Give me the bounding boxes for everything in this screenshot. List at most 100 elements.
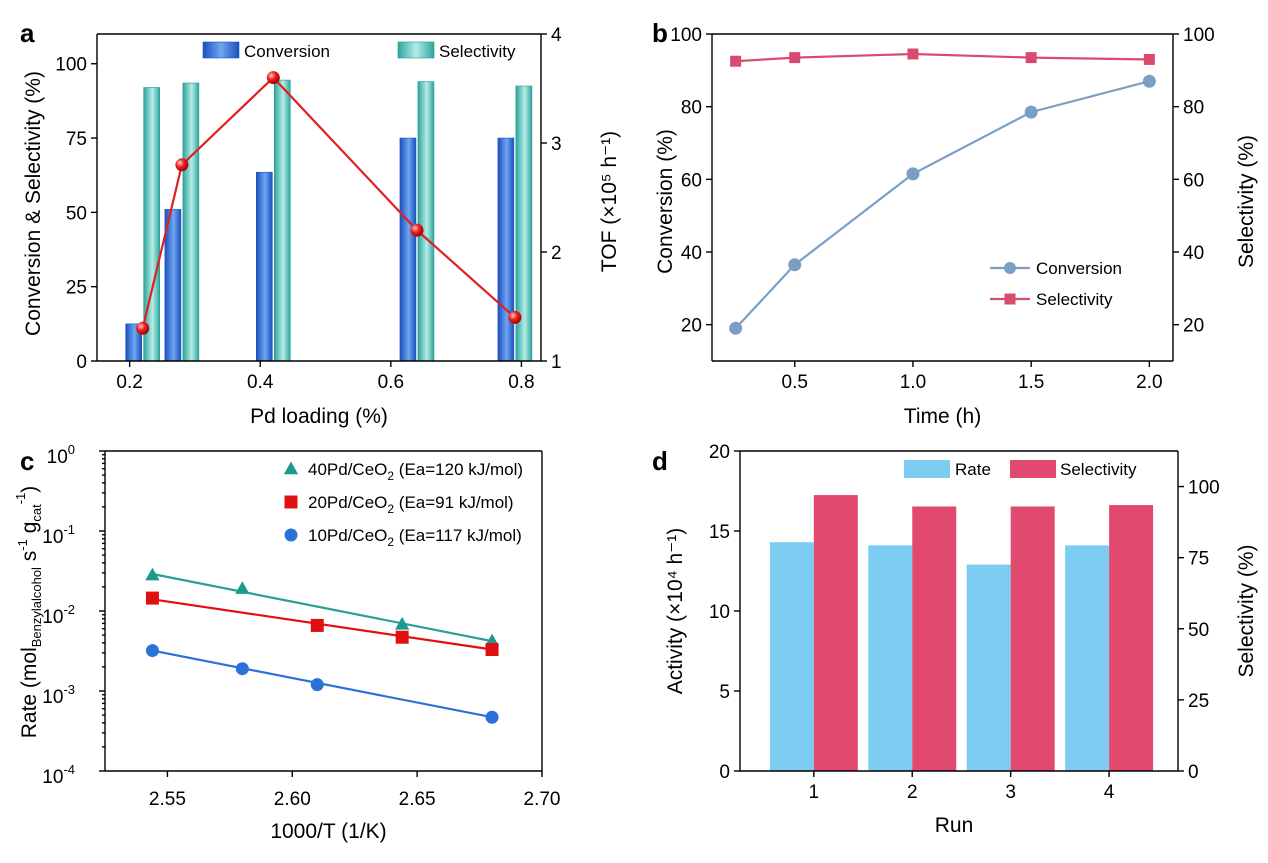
conversion-point [788,258,802,272]
y2-axis-title: Selectivity (%) [1235,135,1258,268]
panel-letter: b [652,18,668,48]
y-axis-title: Conversion (%) [654,129,677,274]
x-tick-label: 2.0 [1136,372,1162,393]
x-tick-label: 0.5 [782,372,808,393]
y-tick-label: 20 [709,442,730,463]
tick-base: 10 [42,767,63,788]
panel-b: b 0.5 1.0 1.5 2.0 20 20 40 40 60 60 80 80 100 100 Time … [652,18,1258,428]
x-axis-title: 1000/T (1/K) [270,820,386,843]
legend-label-selectivity: Selectivity [1060,460,1137,479]
conversion-bar [399,137,417,362]
y-tick-label: 100 [670,25,702,46]
selectivity-bar [182,82,200,362]
y-title-part: g [18,522,41,540]
selectivity-point [1025,52,1037,64]
rate-bar [966,564,1011,771]
panel-a: a 0.2 0.4 0.6 0.8 0 25 50 75 100 1 2 3 4 Pd loading (%… [20,18,621,428]
y-title-part: Rate (mol [18,647,41,738]
tof-point [175,158,189,172]
legend-text: (Ea=117 kJ/mol) [394,526,522,545]
legend-label: 10Pd/CeO2 (Ea=117 kJ/mol) [308,526,522,549]
x-tick-label: 1.5 [1018,372,1044,393]
tick-base: 10 [47,447,68,468]
y-tick-label: 15 [709,522,730,543]
conversion-point [1142,74,1156,88]
y-axis-title: Conversion & Selectivity (%) [22,71,45,336]
data-point [145,591,159,605]
legend-sub: 2 [387,469,394,483]
tick-base: 10 [42,527,63,548]
tick-exponent: -3 [63,682,75,697]
y-tick-label: 10-4 [42,762,75,788]
legend-label: 40Pd/CeO2 (Ea=120 kJ/mol) [308,460,523,483]
x-tick-label: 0.8 [508,372,534,393]
selectivity-point [907,48,919,60]
x-tick-label: 2.65 [399,789,436,810]
y-tick-label: 10-2 [42,602,75,628]
selectivity-bar [417,81,435,362]
y2-tick-label: 100 [1183,25,1215,46]
x-tick-label: 0.2 [116,372,142,393]
legend-marker [284,495,298,509]
panel-letter: c [20,446,34,476]
y-title-sub: cat [29,504,44,522]
conversion-bar [164,209,182,362]
y-tick-label: 50 [66,203,87,224]
y2-tick-label: 25 [1188,691,1209,712]
y-tick-label: 75 [66,129,87,150]
selectivity-point [1143,53,1155,65]
y-title-sup: -1 [15,539,30,551]
selectivity-bar [143,87,161,362]
y-tick-label: 40 [681,243,702,264]
legend-label-rate: Rate [955,460,991,479]
y-title-sup: -1 [13,493,28,505]
y-tick-label: 100 [55,55,87,76]
legend-marker-conversion [1004,262,1016,274]
tof-point [136,321,150,335]
data-point [395,616,410,630]
y2-tick-label: 60 [1183,170,1204,191]
legend-swatch-conversion [202,41,240,59]
tick-base: 10 [42,607,63,628]
y2-axis-title: TOF (×10⁵ h⁻¹) [598,131,621,272]
conversion-point [906,167,920,181]
rate-bar [868,545,913,771]
x-tick-label: 3 [1005,782,1016,803]
x-tick-label: 2.70 [524,789,561,810]
y2-tick-label: 50 [1188,620,1209,641]
x-tick-label: 4 [1104,782,1115,803]
legend-sub: 2 [387,535,394,549]
y-tick-label: 20 [681,316,702,337]
conversion-bar [255,171,273,362]
legend-swatch-selectivity [1010,460,1056,478]
panel-d: d 1 2 3 4 0 5 10 15 20 0 25 50 75 100 Run Activity (×10⁴… [652,442,1258,837]
x-tick-label: 2.60 [274,789,311,810]
selectivity-bar [1010,506,1055,771]
legend-swatch-selectivity [397,41,435,59]
selectivity-point [730,55,742,67]
tick-exponent: -4 [63,762,75,777]
legend-text: (Ea=120 kJ/mol) [394,460,523,479]
legend-label-conversion: Conversion [244,42,330,61]
x-tick-label: 1.0 [900,372,926,393]
selectivity-bar [1109,505,1154,771]
y-tick-label: 10-1 [42,522,75,548]
y-title-part: s [18,551,41,567]
x-tick-label: 0.6 [378,372,404,393]
y-tick-label: 60 [681,170,702,191]
x-tick-label: 0.4 [247,372,274,393]
y2-tick-label: 2 [551,243,562,264]
legend-marker [283,461,299,475]
data-point [235,662,249,676]
x-axis-title: Pd loading (%) [250,405,388,428]
legend-text: (Ea=91 kJ/mol) [394,493,514,512]
tick-exponent: -1 [63,522,75,537]
rate-bar [769,542,814,771]
y2-tick-label: 20 [1183,316,1204,337]
x-axis-title: Run [935,814,974,837]
x-tick-label: 2 [907,782,918,803]
data-point [310,678,324,692]
legend-text: 10Pd/CeO [308,526,387,545]
legend-label-selectivity: Selectivity [439,42,516,61]
